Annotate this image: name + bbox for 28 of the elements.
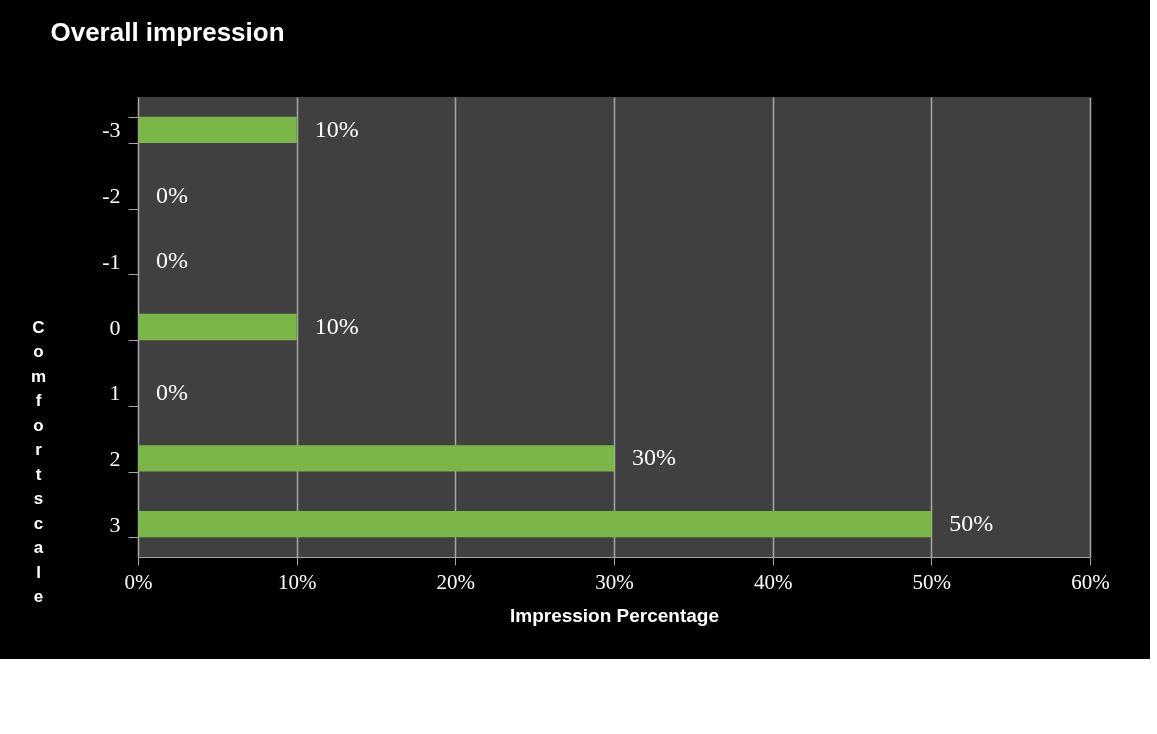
y-tick-label: -2 [102,183,121,209]
x-tick-label: 50% [912,569,952,594]
x-tick-label: 30% [595,569,634,594]
y-tick-label: 2 [109,445,121,471]
data-label: 50% [949,510,994,537]
x-tick-label: 0% [124,569,153,594]
x-tick-label: 10% [277,569,317,594]
x-tick-label: 60% [1071,569,1110,594]
y-tick-label: 1 [109,380,121,406]
bar [138,116,297,143]
bar [138,511,932,538]
x-tick-label: 40% [753,569,793,594]
bar [138,313,297,341]
y-tick-label: 3 [109,511,121,537]
data-label: 10% [314,313,359,339]
data-label: 0% [156,247,188,274]
bar [138,445,614,472]
y-tick-label: 0 [109,314,121,340]
y-tick-label: -1 [102,248,121,274]
x-tick-label: 20% [436,569,476,594]
x-axis-title: Impression Percentage [509,604,720,626]
data-label: 10% [314,115,359,142]
y-tick-label: -3 [102,117,121,143]
data-label: 0% [156,378,188,405]
text: Comfort scale [30,317,47,606]
data-label: 30% [632,444,676,471]
chart-title: Overall impression [50,17,285,47]
data-label: 0% [156,181,188,208]
